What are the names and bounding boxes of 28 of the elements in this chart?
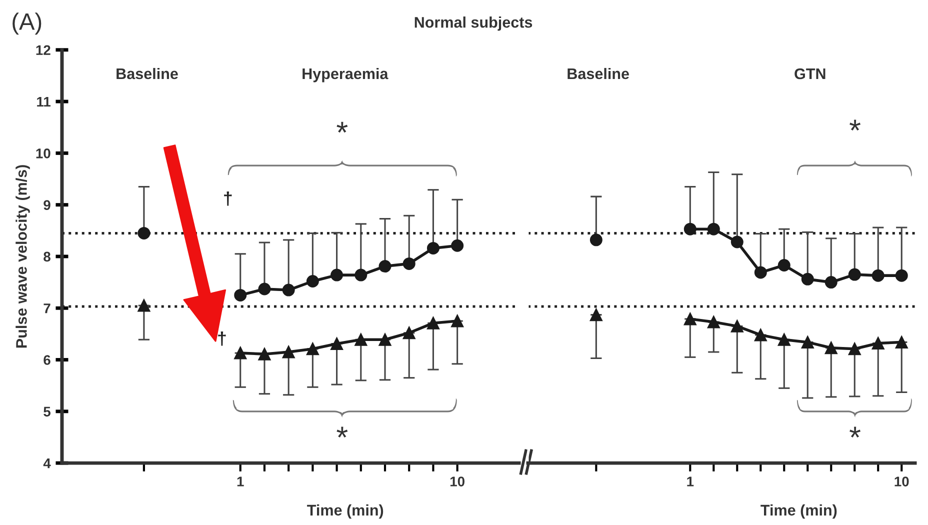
annotation: * <box>850 426 860 438</box>
x-tick-label: 1 <box>687 476 694 486</box>
annotation: Baseline <box>568 68 629 80</box>
y-tick-label: 7 <box>44 304 50 314</box>
y-tick-label: 10 <box>36 148 50 158</box>
y-tick-label: 5 <box>44 406 50 417</box>
annotation: † <box>224 191 232 206</box>
y-axis-title: Pulse wave velocity (m/s) <box>16 165 30 348</box>
annotation: † <box>218 332 226 346</box>
annotation: GTN <box>794 68 826 80</box>
y-tick-label: 4 <box>43 458 51 468</box>
x-tick-label: 1 <box>237 476 244 486</box>
text: (A) <box>12 12 42 35</box>
y-tick-label: 8 <box>44 252 50 262</box>
y-tick-label: 9 <box>44 200 50 210</box>
y-tick-label: 12 <box>36 45 50 55</box>
y-tick-label: 6 <box>44 355 50 365</box>
annotation: * <box>336 122 348 133</box>
annotation: * <box>850 120 860 131</box>
annotation: * <box>336 426 348 438</box>
y-tick-label: 11 <box>37 97 50 107</box>
annotation: Hyperaemia <box>302 68 388 82</box>
x-axis-title: Time (min) <box>760 504 837 519</box>
annotation: Baseline <box>116 68 178 80</box>
x-axis-title: Time (min) <box>307 504 384 519</box>
text: Normal subjects <box>414 16 532 31</box>
x-tick-label: 10 <box>450 476 464 486</box>
x-tick-label: 10 <box>894 476 909 486</box>
